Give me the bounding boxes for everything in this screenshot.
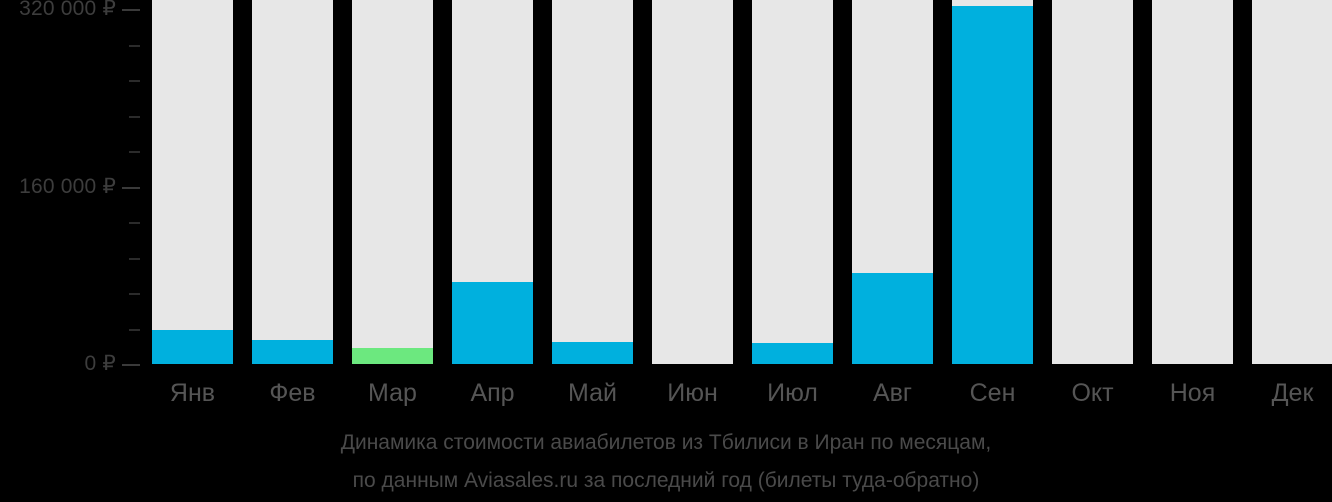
x-axis-month-label: Сен xyxy=(969,379,1016,407)
x-axis-month-label: Май xyxy=(568,379,617,407)
bar-track xyxy=(552,0,633,364)
y-axis-major-tick xyxy=(122,364,140,366)
y-axis-minor-tick xyxy=(129,115,140,118)
caption-line-2: по данным Aviasales.ru за последний год … xyxy=(352,469,980,492)
x-axis-month-label: Апр xyxy=(470,379,515,407)
x-axis-month-label: Июн xyxy=(667,379,718,407)
y-axis-label: 320 000 ₽ xyxy=(19,0,116,20)
bar-track xyxy=(1052,0,1133,364)
x-axis-month-label: Авг xyxy=(872,379,913,407)
bar-column[interactable] xyxy=(952,0,1033,364)
bar-column[interactable] xyxy=(252,0,333,364)
y-axis-major-tick xyxy=(122,9,140,11)
x-axis-month-label: Ноя xyxy=(1169,379,1216,407)
y-axis-minor-tick xyxy=(129,222,140,224)
bar-column[interactable] xyxy=(352,0,433,364)
y-axis-minor-tick xyxy=(129,328,140,331)
x-axis-month-label: Дек xyxy=(1271,379,1314,407)
bar-value xyxy=(552,341,633,364)
x-axis-month-label: Окт xyxy=(1071,379,1114,407)
bar-value xyxy=(152,329,233,364)
bar-track xyxy=(752,0,833,364)
caption-line-1: Динамика стоимости авиабилетов из Тбилис… xyxy=(340,431,992,454)
bar-value xyxy=(452,281,533,364)
bar-track xyxy=(252,0,333,364)
bar-track xyxy=(152,0,233,364)
y-axis-label: 0 ₽ xyxy=(84,352,116,375)
bar-value xyxy=(752,342,833,364)
plot-area: 320 000 ₽ 160 000 ₽ 0 ₽ xyxy=(19,0,1332,374)
bar-column[interactable] xyxy=(152,0,233,364)
y-axis-major-tick xyxy=(122,186,140,189)
bar-column[interactable] xyxy=(1052,0,1133,364)
y-axis-minor-tick xyxy=(129,151,140,153)
bar-value xyxy=(952,5,1033,364)
bar-track xyxy=(352,0,433,364)
bar-column[interactable] xyxy=(652,0,733,364)
bar-column[interactable] xyxy=(452,0,533,364)
bar-track xyxy=(1152,0,1233,364)
bar-column[interactable] xyxy=(1252,0,1332,364)
x-axis-month-label: Фев xyxy=(269,379,316,407)
bar-column[interactable] xyxy=(852,0,933,364)
bar-column[interactable] xyxy=(1152,0,1233,364)
bar-track xyxy=(1252,0,1332,364)
x-axis-month-labels: Янв Фев Мар Апр Май Июн Июл Авг Сен Окт Ноя Дек xyxy=(0,364,1332,426)
y-axis-minor-tick xyxy=(129,44,140,47)
bar-track xyxy=(652,0,733,364)
bar-value xyxy=(352,348,433,364)
x-axis-month-label: Мар xyxy=(368,379,417,407)
bar-column[interactable] xyxy=(752,0,833,364)
y-axis-minor-tick xyxy=(129,80,140,82)
y-axis-minor-tick xyxy=(129,293,140,295)
bar-value xyxy=(852,273,933,364)
chart-caption: Динамика стоимости авиабилетов из Тбилис… xyxy=(0,424,1332,500)
bar-group xyxy=(152,0,1332,364)
bar-value xyxy=(252,339,333,364)
y-axis-label: 160 000 ₽ xyxy=(19,174,116,198)
x-axis-month-label: Янв xyxy=(169,379,216,407)
x-axis-month-label: Июл xyxy=(767,379,818,407)
bar-column[interactable] xyxy=(552,0,633,364)
y-axis-minor-tick xyxy=(129,257,140,260)
